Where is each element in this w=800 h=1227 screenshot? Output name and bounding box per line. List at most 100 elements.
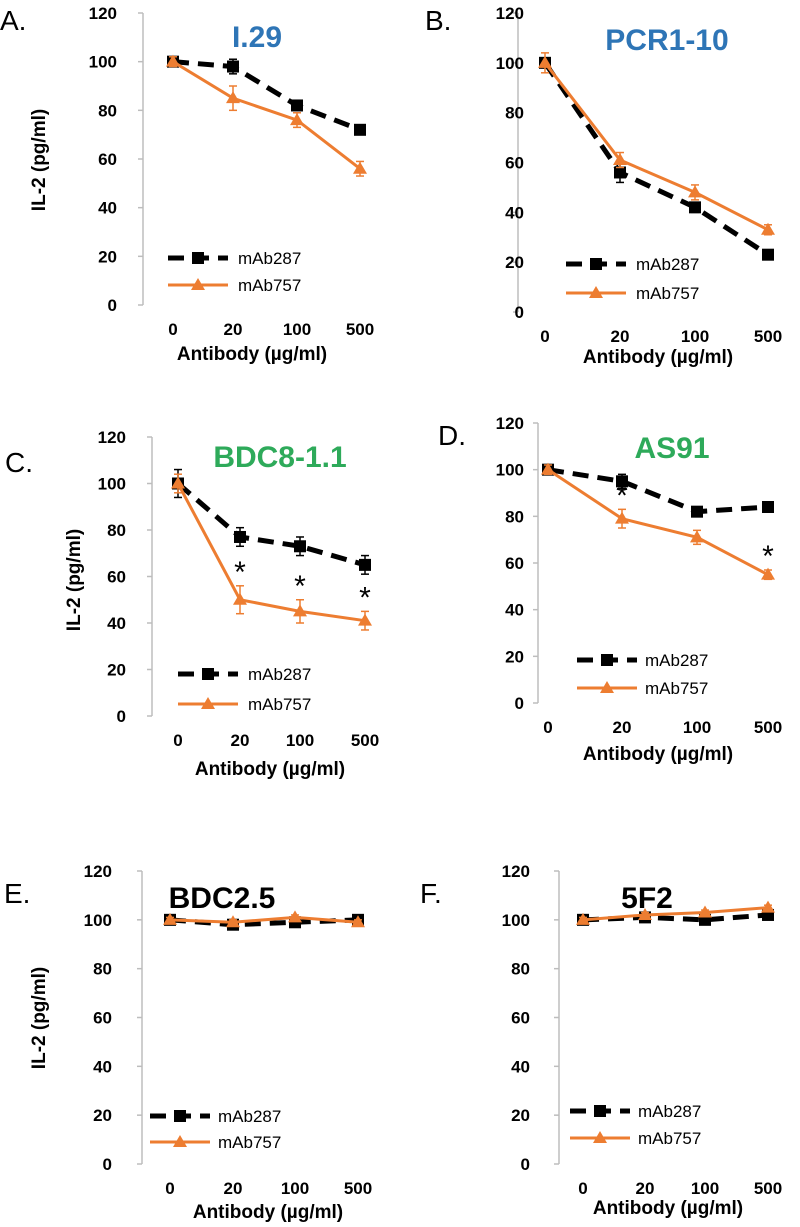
chart-title: 5F2 — [621, 882, 673, 915]
data-point-triangle — [541, 462, 555, 475]
y-tick-label: 80 — [505, 507, 524, 526]
y-tick-label: 20 — [505, 647, 524, 666]
data-point-triangle — [638, 907, 652, 920]
x-tick-label: 20 — [636, 1179, 655, 1198]
data-point-triangle — [288, 910, 302, 923]
data-point-triangle — [761, 567, 775, 580]
data-point-triangle — [538, 55, 552, 68]
data-point-triangle — [290, 113, 304, 126]
y-tick-label: 100 — [98, 475, 126, 494]
data-point-square — [227, 60, 239, 73]
panel-letter: D. — [438, 420, 466, 451]
data-point-square — [614, 166, 626, 179]
series-mAb287 — [167, 55, 366, 136]
legend-marker-square — [594, 1105, 606, 1117]
y-tick-label: 100 — [502, 911, 530, 930]
y-tick-label: 20 — [98, 247, 117, 266]
series-line-mAb757 — [172, 60, 361, 170]
legend-marker-triangle — [173, 1135, 187, 1147]
data-point-triangle — [171, 476, 185, 489]
legend-label: mAb757 — [636, 284, 699, 303]
data-point-square — [762, 501, 774, 513]
x-axis-title: Antibody (µg/ml) — [193, 1202, 343, 1223]
data-point-triangle — [293, 604, 307, 617]
y-tick-label: 120 — [496, 4, 524, 23]
panel-6: F. 0 20 40 60 80 100 120 0 20 100 500 Antibody (µg/m… — [420, 862, 782, 1219]
x-tick-label: 20 — [224, 320, 243, 339]
series-line-mAb757 — [169, 915, 359, 924]
y-tick-label: 80 — [107, 521, 126, 540]
data-point-square — [354, 123, 366, 136]
y-tick-label: 80 — [98, 101, 117, 120]
y-tick-label: 120 — [98, 428, 126, 447]
panel-4: D. 0 20 40 60 80 100 120 0 20 100 500 Antibody (µg/m… — [438, 414, 782, 765]
y-tick-label: 80 — [511, 960, 530, 979]
y-tick-label: 0 — [515, 303, 524, 322]
panel-1: A. 0 20 40 60 80 100 120 0 20 100 500 Antibody (µg/m… — [0, 4, 374, 365]
series-mAb757 — [163, 910, 365, 928]
series-line-mAb757 — [543, 61, 769, 232]
x-tick-label: 20 — [224, 1179, 243, 1198]
x-tick-label: 0 — [578, 1179, 587, 1198]
data-point-triangle — [353, 161, 367, 174]
x-tick-label: 20 — [613, 718, 632, 737]
data-point-square — [294, 540, 306, 553]
significance-star: * — [359, 581, 371, 614]
legend-label: mAb287 — [636, 255, 699, 274]
chart-title: PCR1-10 — [605, 24, 728, 57]
x-tick-label: 0 — [543, 718, 552, 737]
x-tick-label: 100 — [286, 731, 314, 750]
series-mAb757 — [538, 52, 775, 236]
panel-letter: C. — [5, 447, 33, 478]
y-tick-label: 120 — [502, 862, 530, 881]
data-point-square — [359, 558, 371, 571]
legend-marker-triangle — [191, 278, 205, 290]
x-tick-label: 100 — [691, 1179, 719, 1198]
data-point-square — [234, 530, 246, 543]
legend-label: mAb757 — [248, 695, 311, 714]
series-mAb757: * * * — [171, 473, 372, 631]
series-line-mAb287 — [547, 467, 769, 515]
y-tick-label: 40 — [511, 1057, 530, 1076]
series-mAb757 — [166, 54, 367, 177]
x-axis-title: Antibody (µg/ml) — [583, 744, 733, 765]
y-tick-label: 60 — [505, 154, 524, 173]
legend-label: mAb287 — [218, 1107, 281, 1126]
x-tick-label: 500 — [754, 718, 782, 737]
data-point-square — [291, 99, 303, 112]
data-point-triangle — [351, 915, 365, 928]
x-axis-title: Antibody (µg/ml) — [583, 347, 733, 368]
y-tick-label: 20 — [93, 1106, 112, 1125]
y-axis-title: IL-2 (pg/ml) — [29, 109, 50, 211]
data-point-triangle — [613, 153, 627, 166]
legend: mAb287 mAb757 — [570, 1102, 701, 1148]
legend-marker-square — [590, 258, 602, 270]
y-tick-label: 80 — [505, 104, 524, 123]
x-tick-label: 100 — [683, 718, 711, 737]
y-tick-label: 100 — [89, 53, 117, 72]
data-point-triangle — [688, 185, 702, 198]
chart-title: AS91 — [634, 432, 709, 465]
legend: mAb287 mAb757 — [150, 1107, 281, 1152]
legend-marker-square — [192, 252, 204, 264]
y-tick-label: 0 — [521, 1155, 530, 1174]
x-tick-label: 500 — [346, 320, 374, 339]
series-line-mAb287 — [542, 61, 770, 257]
y-tick-label: 60 — [107, 568, 126, 587]
y-axis-title: IL-2 (pg/ml) — [29, 967, 50, 1069]
x-axis-title: Antibody (µg/ml) — [195, 759, 345, 780]
y-tick-label: 0 — [108, 296, 117, 315]
y-tick-label: 40 — [93, 1057, 112, 1076]
x-tick-label: 20 — [231, 731, 250, 750]
legend: mAb287 mAb757 — [566, 255, 699, 303]
legend: mAb287 mAb757 — [577, 651, 708, 698]
panel-letter: F. — [420, 878, 442, 909]
data-point-square — [762, 248, 774, 261]
data-point-triangle — [166, 54, 180, 67]
legend: mAb287 mAb757 — [178, 665, 311, 714]
y-tick-label: 100 — [496, 54, 524, 73]
y-axis-title: IL-2 (pg/ml) — [64, 529, 85, 631]
data-point-triangle — [576, 912, 590, 925]
panel-letter: B. — [425, 5, 451, 36]
